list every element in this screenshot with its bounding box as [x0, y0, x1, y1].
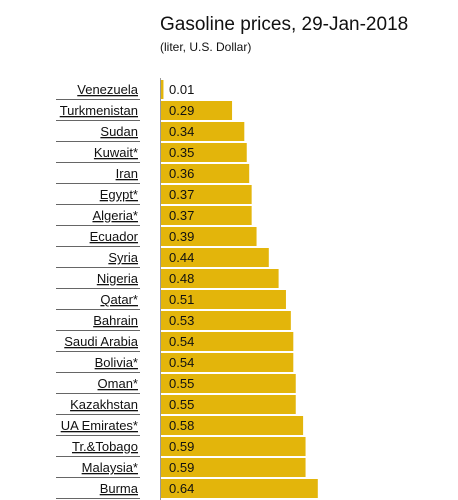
- value-label: 0.53: [169, 313, 194, 328]
- bar: [161, 101, 233, 120]
- category-label: Algeria*: [92, 208, 138, 223]
- category-label: Egypt*: [100, 187, 138, 202]
- category-label: Sudan: [100, 124, 138, 139]
- category-label: Kazakhstan: [70, 397, 138, 412]
- value-label: 0.37: [169, 208, 194, 223]
- category-label: Iran: [116, 166, 138, 181]
- bar: [161, 290, 286, 309]
- bar: [161, 122, 245, 141]
- category-label: Oman*: [98, 376, 138, 391]
- category-label: Syria: [108, 250, 138, 265]
- value-label: 0.58: [169, 418, 194, 433]
- value-label: 0.54: [169, 334, 194, 349]
- bar: [161, 227, 257, 246]
- value-label: 0.64: [169, 481, 194, 496]
- bar: [161, 374, 296, 393]
- value-label: 0.36: [169, 166, 194, 181]
- category-label: UA Emirates*: [61, 418, 138, 433]
- bar: [161, 311, 291, 330]
- category-label: Malaysia*: [82, 460, 138, 475]
- value-label: 0.48: [169, 271, 194, 286]
- bar: [161, 332, 294, 351]
- value-label: 0.35: [169, 145, 194, 160]
- category-label: Bolivia*: [95, 355, 138, 370]
- bar: [161, 80, 164, 99]
- category-label: Turkmenistan: [60, 103, 138, 118]
- category-label: Saudi Arabia: [64, 334, 138, 349]
- value-label: 0.54: [169, 355, 194, 370]
- value-label: 0.55: [169, 397, 194, 412]
- category-label: Ecuador: [90, 229, 139, 244]
- category-label: Qatar*: [100, 292, 138, 307]
- category-label: Tr.&Tobago: [72, 439, 138, 454]
- chart-subtitle: (liter, U.S. Dollar): [160, 40, 252, 54]
- value-label: 0.55: [169, 376, 194, 391]
- bar: [161, 248, 269, 267]
- bar: [161, 185, 252, 204]
- value-label: 0.34: [169, 124, 194, 139]
- bar: [161, 206, 252, 225]
- category-label: Nigeria: [97, 271, 139, 286]
- value-label: 0.51: [169, 292, 194, 307]
- bar: [161, 164, 250, 183]
- bar: [161, 416, 304, 435]
- chart-title: Gasoline prices, 29-Jan-2018: [160, 14, 409, 35]
- value-label: 0.59: [169, 439, 194, 454]
- bar: [161, 269, 279, 288]
- value-label: 0.01: [169, 82, 194, 97]
- value-label: 0.39: [169, 229, 194, 244]
- category-label: Kuwait*: [94, 145, 138, 160]
- value-label: 0.37: [169, 187, 194, 202]
- value-label: 0.29: [169, 103, 194, 118]
- bar: [161, 143, 247, 162]
- bar: [161, 458, 306, 477]
- category-label: Burma: [100, 481, 139, 496]
- bar: [161, 353, 294, 372]
- category-label: Bahrain: [93, 313, 138, 328]
- bar: [161, 479, 318, 498]
- value-label: 0.59: [169, 460, 194, 475]
- bar: [161, 395, 296, 414]
- bar: [161, 437, 306, 456]
- category-label: Venezuela: [77, 82, 138, 97]
- value-label: 0.44: [169, 250, 194, 265]
